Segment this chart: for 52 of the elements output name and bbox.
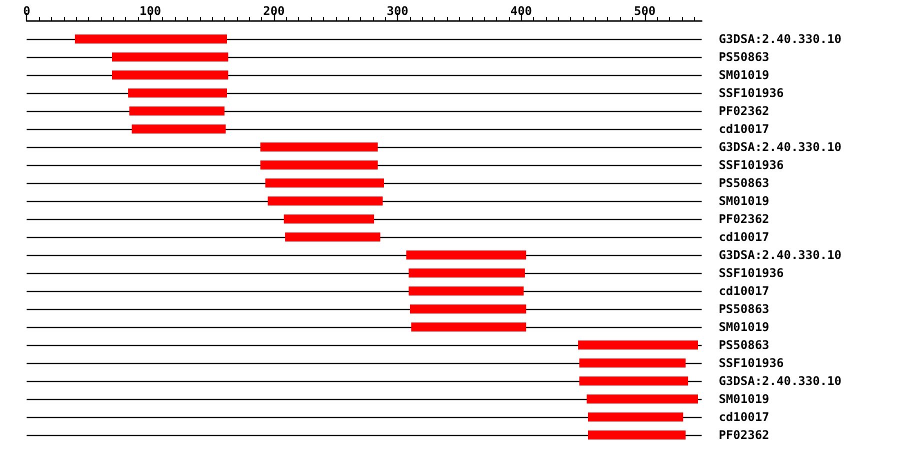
bar: [588, 412, 684, 422]
y-tick-label: SSF101936: [718, 86, 784, 100]
y-tick-label: G3DSA:2.40.330.10: [718, 32, 842, 46]
y-tick-label: SM01019: [718, 320, 770, 334]
y-tick-label: cd10017: [718, 284, 770, 298]
y-tick-label: SSF101936: [718, 266, 784, 280]
x-tick-label: 500: [634, 4, 656, 18]
x-tick-label: 100: [139, 4, 162, 18]
y-tick-label: SM01019: [718, 392, 770, 406]
y-tick-label: PF02362: [718, 104, 770, 118]
bar: [408, 286, 524, 296]
y-tick-label: cd10017: [718, 410, 770, 424]
y-tick-label: G3DSA:2.40.330.10: [718, 248, 842, 262]
bar: [285, 232, 380, 242]
y-tick-label: PF02362: [718, 212, 770, 226]
bar: [265, 178, 384, 188]
y-tick-label: G3DSA:2.40.330.10: [718, 140, 842, 154]
x-tick-label: 400: [510, 4, 532, 18]
y-tick-label: SSF101936: [718, 158, 784, 172]
y-tick-label: SM01019: [718, 68, 770, 82]
y-tick-label: PF02362: [718, 428, 770, 442]
y-tick-label: SSF101936: [718, 356, 784, 370]
bar: [408, 268, 525, 278]
bar: [132, 124, 226, 134]
bar: [411, 322, 526, 332]
bar: [410, 304, 526, 314]
x-tick-label: 0: [23, 4, 30, 18]
bar: [112, 70, 228, 80]
bar: [129, 106, 224, 116]
y-tick-label: PS50863: [718, 302, 770, 316]
y-tick-label: cd10017: [718, 122, 770, 136]
x-tick-label: 200: [263, 4, 285, 18]
x-tick-label: 300: [386, 4, 408, 18]
bar: [112, 52, 228, 62]
bar: [586, 394, 698, 404]
bar: [588, 430, 686, 440]
y-tick-label: G3DSA:2.40.330.10: [718, 374, 842, 388]
bar: [579, 376, 688, 386]
y-tick-label: PS50863: [718, 50, 770, 64]
bar: [578, 340, 698, 350]
y-tick-label: cd10017: [718, 230, 770, 244]
y-tick-label: PS50863: [718, 176, 770, 190]
bar: [260, 160, 378, 170]
bar: [260, 142, 378, 152]
bar: [268, 196, 383, 206]
bar: [74, 34, 227, 44]
bar: [406, 250, 526, 260]
y-tick-label: SM01019: [718, 194, 770, 208]
bar: [579, 358, 686, 368]
bar: [284, 214, 374, 224]
y-tick-label: PS50863: [718, 338, 770, 352]
bar: [128, 88, 227, 98]
